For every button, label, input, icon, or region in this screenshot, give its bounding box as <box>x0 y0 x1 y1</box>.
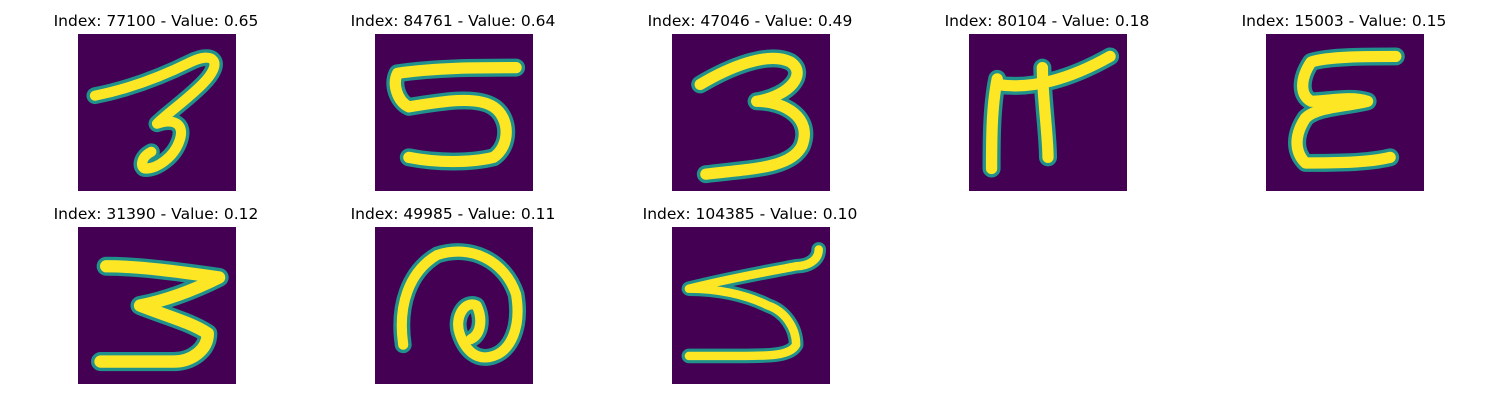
digit-image <box>1266 34 1424 191</box>
digit-5-loose-image <box>672 227 830 384</box>
digit-image <box>672 34 830 191</box>
letter-E-image <box>1266 34 1424 191</box>
digit-image <box>375 34 533 191</box>
panel-title: Index: 49985 - Value: 0.11 <box>350 205 556 223</box>
digit-image <box>78 34 236 191</box>
panel-title: Index: 104385 - Value: 0.10 <box>642 205 858 223</box>
digit-3-image <box>672 34 830 191</box>
symbol-pi-image <box>969 34 1127 191</box>
panel-title: Index: 31390 - Value: 0.12 <box>53 205 259 223</box>
digit-3-tilted-image <box>78 34 236 191</box>
panel-title: Index: 84761 - Value: 0.64 <box>350 12 556 30</box>
digit-3-angular-image <box>78 227 236 384</box>
digit-image <box>375 227 533 384</box>
panel-title: Index: 77100 - Value: 0.65 <box>53 12 259 30</box>
digit-5-image <box>375 34 533 191</box>
panel-title: Index: 15003 - Value: 0.15 <box>1241 12 1447 30</box>
digit-image <box>78 227 236 384</box>
digit-image <box>969 34 1127 191</box>
panel-title: Index: 80104 - Value: 0.18 <box>944 12 1150 30</box>
digit-image <box>672 227 830 384</box>
panel-title: Index: 47046 - Value: 0.49 <box>647 12 853 30</box>
spiral-image <box>375 227 533 384</box>
